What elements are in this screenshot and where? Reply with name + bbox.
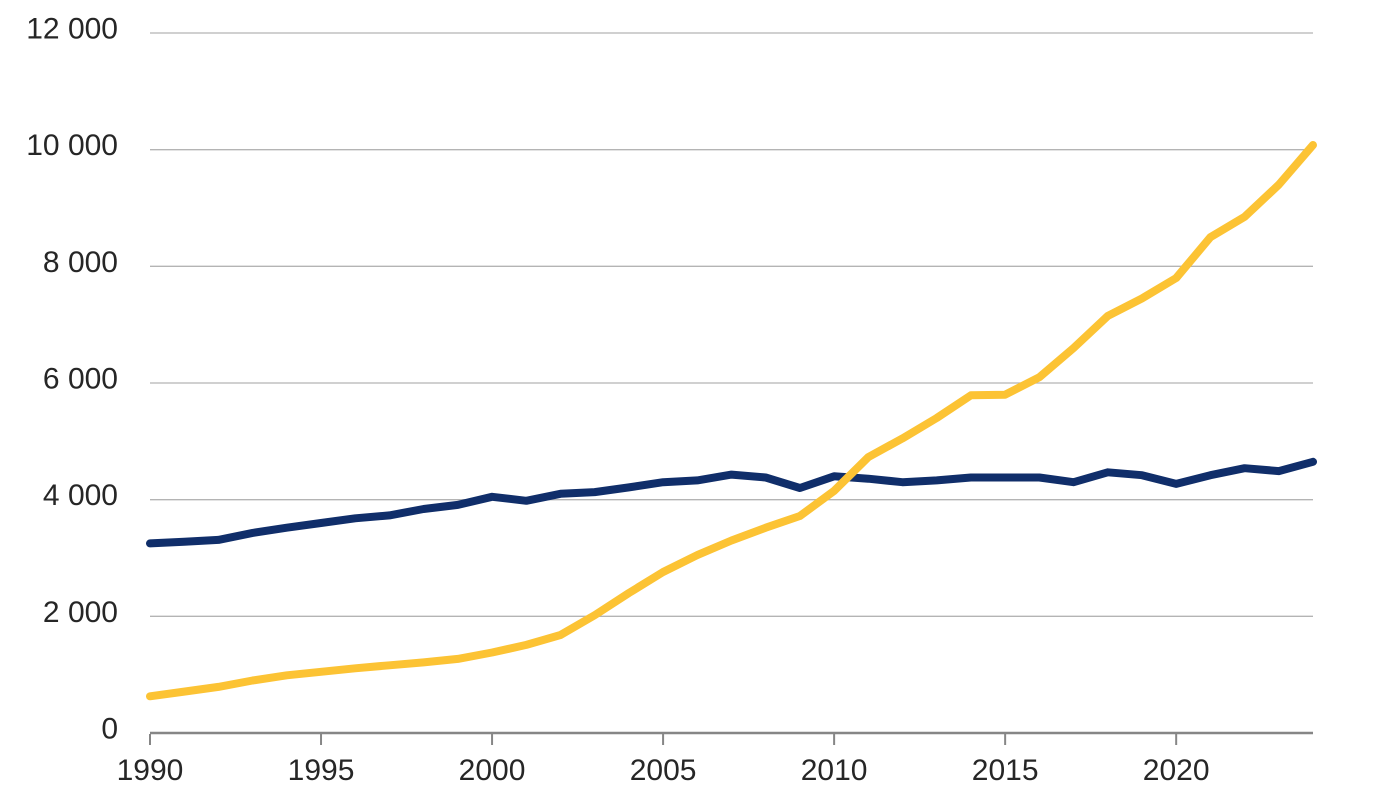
y-axis-tick-label: 10 000 <box>26 129 118 162</box>
series-dark-blue-line <box>146 457 1317 548</box>
y-axis-tick-label: 0 <box>101 713 118 746</box>
x-axis-tick-label: 2000 <box>459 754 526 787</box>
y-axis-tick-label: 12 000 <box>26 13 118 46</box>
x-axis-tick-label: 2015 <box>972 754 1039 787</box>
series-yellow-line <box>146 141 1317 701</box>
x-axis-tick-label: 1995 <box>288 754 355 787</box>
x-axis-tick-label: 2010 <box>801 754 868 787</box>
y-axis-tick-label: 2 000 <box>43 596 118 629</box>
y-axis-tick-label: 8 000 <box>43 246 118 279</box>
x-axis-tick-label: 2005 <box>630 754 697 787</box>
x-axis-tick-label: 1990 <box>117 754 184 787</box>
x-axis-tick-label: 2020 <box>1143 754 1210 787</box>
y-axis-tick-label: 4 000 <box>43 479 118 512</box>
y-axis-tick-label: 6 000 <box>43 363 118 396</box>
